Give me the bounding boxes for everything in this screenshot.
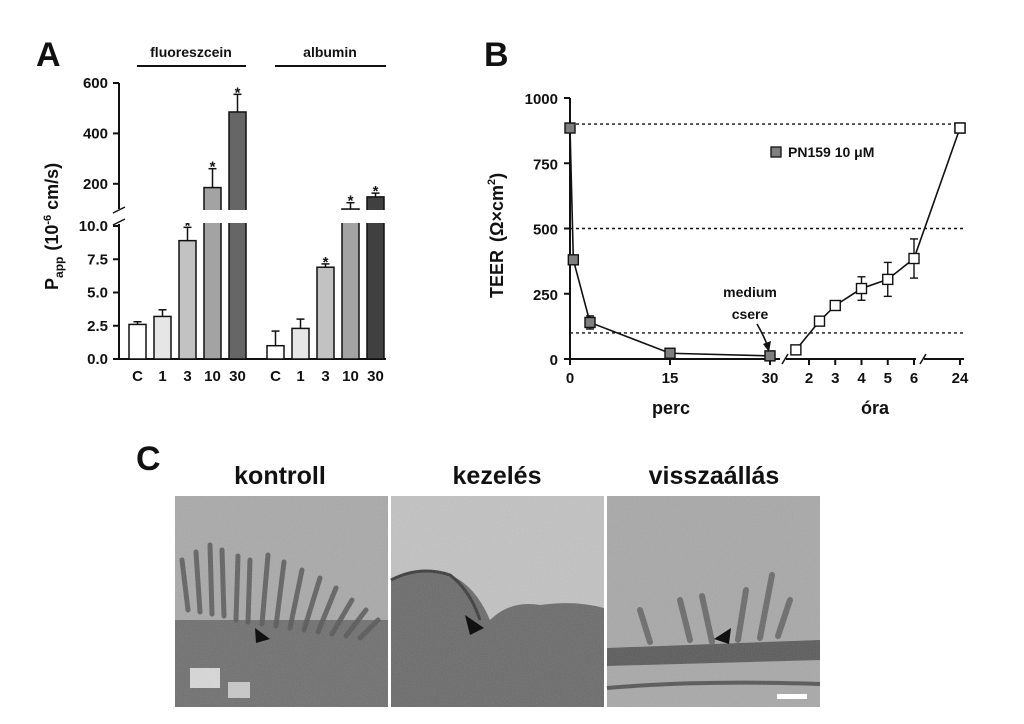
y-tick-label: 750 (533, 156, 558, 173)
data-point (567, 254, 580, 266)
y-tick-label: 600 (83, 75, 108, 92)
x-tick-label: 6 (910, 370, 918, 387)
annotation-arrowhead (763, 341, 771, 352)
data-point (764, 350, 776, 362)
x-tick-label: 5 (884, 370, 892, 387)
y-axis-label: Papp(10-6 cm/s) (42, 163, 66, 290)
series (564, 122, 966, 362)
x-tick-label: 30 (762, 370, 779, 387)
x-tick-label: 15 (662, 370, 679, 387)
y-ticks: 0.0 2.5 5.0 7.5 10.0 200 400 600 (79, 75, 119, 368)
x-axis-break (919, 353, 927, 365)
x-tick-label: 1 (296, 368, 304, 385)
axis-break (110, 210, 400, 223)
x-tick-label: 3 (831, 370, 839, 387)
x-tick-label: 3 (321, 368, 329, 385)
x-tick-label: C (132, 368, 143, 385)
bar (266, 344, 285, 360)
data-point (664, 347, 676, 359)
legend: PN159 10 μM (770, 144, 874, 160)
x-tick-label: 30 (367, 368, 384, 385)
y-tick-label: 5.0 (87, 285, 108, 302)
legend-label: PN159 10 μM (788, 144, 874, 160)
bar (128, 323, 147, 360)
axis-break-mark (112, 206, 126, 226)
panel-label-c: C (136, 440, 161, 478)
bar (291, 327, 310, 360)
x-tick-label: 1 (158, 368, 166, 385)
y-tick-label: 250 (533, 287, 558, 304)
x-tick-label: 3 (183, 368, 191, 385)
arrowhead-icon (255, 628, 270, 643)
caption-visszaallas: visszaállás (649, 462, 780, 490)
x-tick-label: C (270, 368, 281, 385)
bar (153, 315, 172, 360)
caption-kezeles: kezelés (453, 462, 542, 490)
group-title-albumin: albumin (303, 44, 357, 60)
significance-star: * (348, 193, 354, 210)
x-segment-label-perc: perc (652, 398, 690, 418)
scale-bar (777, 694, 807, 699)
x-tick-label: 30 (229, 368, 246, 385)
panel-label-a: A (36, 36, 61, 74)
annotation-line1: medium (723, 284, 777, 300)
data-point (790, 344, 802, 356)
caption-kontroll: kontroll (234, 462, 326, 490)
y-tick-label: 0.0 (87, 351, 108, 368)
x-ticks: 0 15 30 2 3 4 5 6 24 (566, 353, 969, 387)
y-tick-label: 2.5 (87, 318, 108, 335)
bar (228, 111, 247, 360)
data-point (882, 273, 894, 286)
significance-star: * (210, 159, 216, 176)
reference-lines (570, 123, 964, 334)
significance-star: * (235, 84, 241, 101)
chart-b: 0 250 500 750 1000 0 15 30 2 3 4 5 6 24 perc óra TEE… (486, 91, 969, 418)
x-tick-label: 24 (952, 370, 969, 387)
data-point (855, 282, 868, 295)
y-axis-label: TEER(Ω×cm2) (486, 173, 507, 298)
y-tick-label: 1000 (525, 91, 558, 108)
bar (341, 208, 360, 360)
y-tick-label: 10.0 (79, 218, 108, 235)
legend-marker (770, 146, 782, 158)
y-tick-label: 200 (83, 176, 108, 193)
x-ticks: C 1 3 10 30 C 1 3 10 30 (132, 368, 384, 385)
x-tick-label: 10 (204, 368, 221, 385)
y-tick-label: 400 (83, 125, 108, 142)
significance-star: * (185, 217, 191, 234)
bars: * * * * * * (128, 84, 385, 360)
panel-label-b: B (484, 36, 509, 74)
y-tick-label: 500 (533, 222, 558, 239)
x-tick-label: 10 (342, 368, 359, 385)
y-tick-label: 7.5 (87, 251, 108, 268)
chart-a: fluoreszcein albumin 0.0 2.5 5.0 7.5 10.0 200… (42, 44, 400, 385)
arrowhead-icon (465, 615, 484, 635)
data-point (954, 122, 966, 134)
micrograph-visszaallas (606, 496, 821, 707)
data-point (564, 122, 576, 134)
data-point (813, 315, 826, 327)
group-title-fluoreszcein: fluoreszcein (150, 44, 232, 60)
bar (316, 266, 335, 360)
x-axis-break (781, 353, 789, 365)
micrograph-kezeles (390, 496, 604, 707)
arrowhead-icon (714, 628, 731, 644)
y-tick-label: 0 (550, 352, 558, 369)
x-tick-label: 4 (857, 370, 866, 387)
data-point (829, 299, 841, 312)
x-tick-label: 0 (566, 370, 574, 387)
micrograph-kontroll (175, 496, 388, 707)
significance-star: * (323, 254, 329, 271)
x-tick-label: 2 (805, 370, 813, 387)
panel-c: kontroll kezelés visszaállás (175, 462, 821, 707)
y-ticks: 0 250 500 750 1000 (525, 91, 570, 369)
significance-star: * (373, 183, 379, 200)
bar (178, 239, 197, 360)
x-segment-label-ora: óra (861, 398, 890, 418)
annotation-line2: csere (732, 306, 769, 322)
data-point (584, 316, 596, 329)
data-point (908, 252, 920, 265)
